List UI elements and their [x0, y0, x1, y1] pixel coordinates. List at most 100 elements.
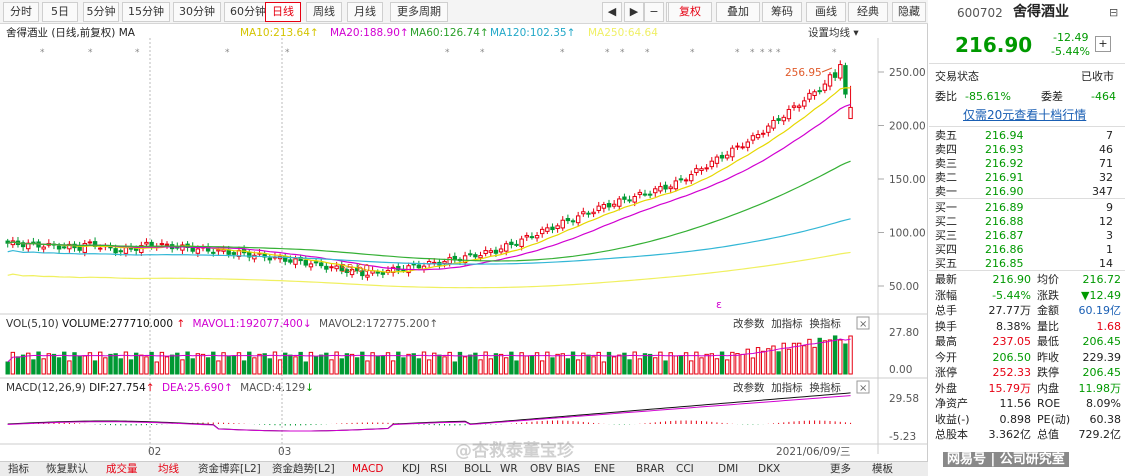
indicator-tab-10[interactable]: WR: [500, 463, 518, 475]
candle-body[interactable]: [591, 211, 596, 215]
indicator-tab-16[interactable]: DMI: [718, 463, 739, 475]
candle-body[interactable]: [663, 184, 668, 190]
add-watchlist-button[interactable]: +: [1095, 36, 1111, 52]
vol-close-button[interactable]: [856, 316, 870, 330]
candle-body[interactable]: [473, 254, 478, 258]
candle-body[interactable]: [324, 265, 329, 270]
toolbar-right-1[interactable]: 叠加: [716, 2, 760, 22]
candle-body[interactable]: [442, 260, 447, 264]
candle-body[interactable]: [802, 100, 807, 107]
candle-body[interactable]: [550, 226, 555, 231]
period-tab-3[interactable]: 15分钟: [122, 2, 170, 22]
candle-body[interactable]: [221, 249, 226, 252]
candle-body[interactable]: [118, 250, 123, 253]
toolbar-right-4[interactable]: 经典: [848, 2, 888, 22]
vol-switch-indicator-button[interactable]: 换指标: [809, 318, 841, 330]
candle-body[interactable]: [735, 145, 740, 148]
candle-body[interactable]: [596, 205, 601, 211]
candle-body[interactable]: [483, 250, 488, 255]
candle-body[interactable]: [709, 160, 714, 168]
candle-body[interactable]: [447, 257, 452, 265]
period-tab-6[interactable]: 日线: [265, 2, 301, 22]
candle-body[interactable]: [504, 243, 509, 252]
indicator-tab-19[interactable]: 模板: [872, 463, 893, 475]
candle-body[interactable]: [545, 227, 550, 232]
candle-body[interactable]: [560, 219, 565, 229]
candle-body[interactable]: [267, 257, 273, 261]
candle-body[interactable]: [848, 106, 853, 120]
candle-body[interactable]: [468, 253, 473, 256]
candle-body[interactable]: [529, 236, 535, 239]
candle-body[interactable]: [514, 243, 519, 246]
period-tab-8[interactable]: 月线: [347, 2, 383, 22]
candle-body[interactable]: [827, 74, 833, 87]
candle-body[interactable]: [786, 108, 792, 120]
nav-button-1[interactable]: ▶: [624, 2, 644, 22]
indicator-tab-6[interactable]: MACD: [352, 463, 384, 475]
candle-body[interactable]: [123, 247, 129, 254]
indicator-tab-4[interactable]: 资金博弈[L2]: [198, 463, 261, 475]
candle-body[interactable]: [319, 262, 324, 267]
candle-body[interactable]: [252, 254, 257, 260]
period-tab-4[interactable]: 30分钟: [173, 2, 221, 22]
candle-body[interactable]: [375, 271, 380, 274]
candle-body[interactable]: [519, 238, 524, 247]
candle-body[interactable]: [56, 245, 62, 250]
candle-body[interactable]: [575, 215, 581, 224]
indicator-tab-9[interactable]: BOLL: [464, 463, 491, 475]
candle-body[interactable]: [329, 266, 334, 269]
vol-modify-param-button[interactable]: 改参数: [733, 318, 765, 330]
candle-body[interactable]: [817, 90, 822, 93]
period-tab-5[interactable]: 60分钟: [224, 2, 272, 22]
candle-body[interactable]: [180, 244, 185, 251]
candle-body[interactable]: [581, 211, 586, 215]
candle-body[interactable]: [719, 154, 725, 159]
candle-body[interactable]: [498, 248, 504, 253]
candle-body[interactable]: [62, 246, 67, 249]
ma-settings-button[interactable]: 设置均线 ▾: [808, 27, 859, 39]
candle-body[interactable]: [390, 266, 396, 273]
indicator-tab-8[interactable]: RSI: [430, 463, 448, 475]
candle-body[interactable]: [308, 263, 314, 268]
candle-body[interactable]: [622, 196, 627, 200]
indicator-tab-3[interactable]: 均线: [158, 463, 179, 475]
candle-body[interactable]: [565, 218, 571, 222]
close-icon[interactable]: ×: [859, 383, 867, 394]
indicator-tab-17[interactable]: DKX: [758, 463, 781, 475]
candle-body[interactable]: [637, 191, 643, 195]
candle-body[interactable]: [781, 116, 786, 122]
indicator-tab-14[interactable]: BRAR: [636, 463, 665, 475]
candle-body[interactable]: [822, 83, 828, 91]
candle-body[interactable]: [303, 259, 308, 266]
indicator-tab-1[interactable]: 恢复默认: [46, 463, 88, 475]
candle-body[interactable]: [41, 246, 46, 250]
macd-switch-indicator-button[interactable]: 换指标: [809, 382, 841, 394]
period-tab-7[interactable]: 周线: [306, 2, 342, 22]
indicator-tab-0[interactable]: 指标: [8, 463, 29, 475]
candle-body[interactable]: [632, 196, 637, 203]
candle-body[interactable]: [313, 261, 319, 264]
candle-body[interactable]: [360, 270, 365, 277]
candle-body[interactable]: [144, 241, 149, 245]
candle-body[interactable]: [653, 188, 658, 194]
candle-body[interactable]: [20, 242, 26, 248]
candle-body[interactable]: [683, 179, 689, 182]
candle-body[interactable]: [843, 65, 848, 95]
candle-body[interactable]: [334, 265, 339, 270]
indicator-tab-11[interactable]: OBV: [530, 463, 553, 475]
candle-body[interactable]: [647, 193, 653, 196]
candle-body[interactable]: [365, 274, 370, 278]
candle-body[interactable]: [539, 228, 545, 235]
candle-body[interactable]: [642, 193, 648, 196]
period-tab-9[interactable]: 更多周期: [390, 2, 448, 22]
nav-button-2[interactable]: −: [644, 2, 664, 22]
candle-body[interactable]: [812, 91, 817, 96]
toolbar-right-0[interactable]: 复权: [668, 2, 712, 22]
candle-body[interactable]: [668, 186, 673, 190]
period-tab-0[interactable]: 分时: [3, 2, 39, 22]
candle-body[interactable]: [611, 203, 617, 207]
candle-body[interactable]: [745, 141, 750, 148]
candle-body[interactable]: [694, 168, 699, 174]
candle-body[interactable]: [725, 154, 730, 159]
